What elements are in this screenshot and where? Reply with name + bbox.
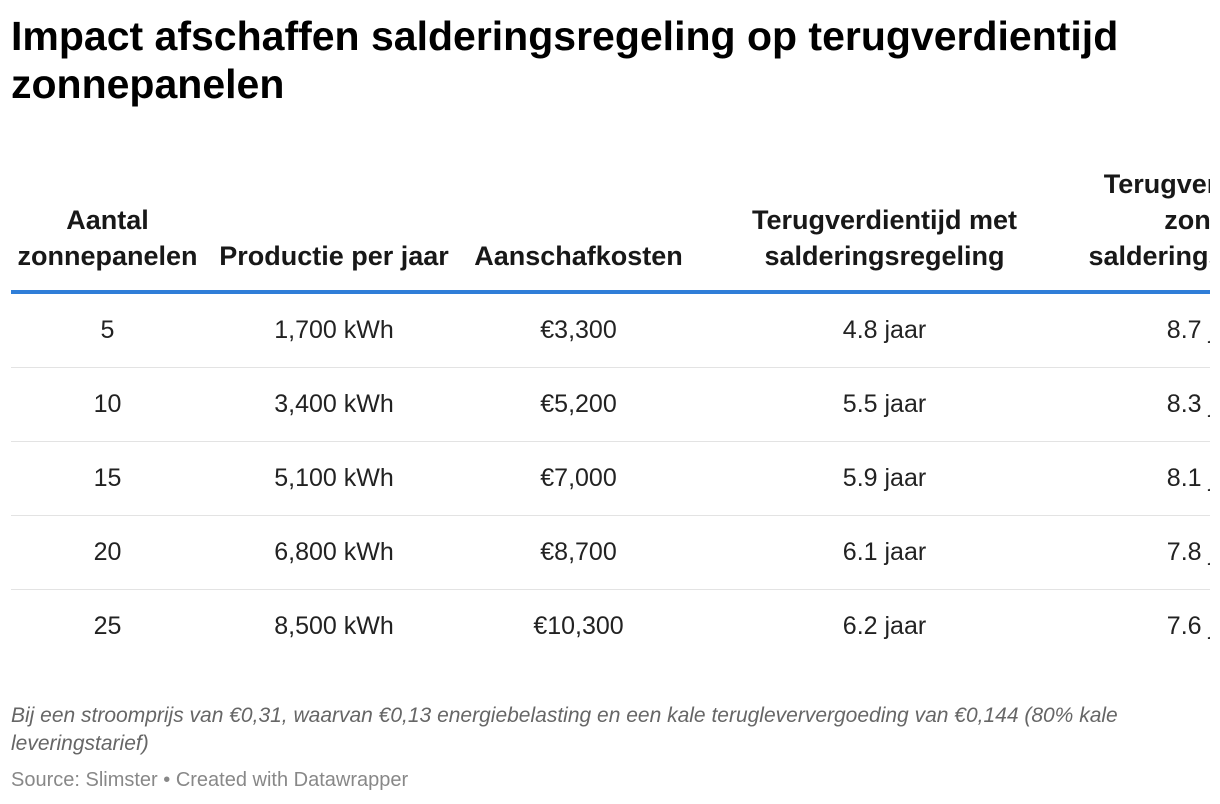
- table-cell: €10,300: [533, 612, 624, 640]
- column-header-met-saldering: Terugverdientijd met salderingsregeling: [693, 166, 1076, 294]
- table-cell: 8.1 jaar: [1076, 441, 1210, 516]
- data-table-container: Aantal zonnepanelen Productie per jaar A…: [11, 166, 1210, 666]
- table-row: 10 3,400 kWh €5,200 5.5 jaar 8.3 jaar: [11, 367, 1210, 442]
- table-header-row: Aantal zonnepanelen Productie per jaar A…: [11, 166, 1210, 294]
- table-cell: 8,500 kWh: [274, 612, 394, 640]
- table-cell: 25: [93, 612, 122, 640]
- table-row: 20 6,800 kWh €8,700 6.1 jaar 7.8 jaar: [11, 515, 1210, 590]
- column-header-productie: Productie per jaar: [204, 166, 464, 294]
- table-cell: 7.6 jaar: [1166, 612, 1210, 640]
- table-cell: 3,400 kWh: [204, 367, 464, 442]
- chart-source: Source: Slimster • Created with Datawrap…: [11, 769, 409, 791]
- table-cell: 8.7 jaar: [1076, 292, 1210, 368]
- table-cell: 6.1 jaar: [693, 515, 1076, 590]
- table-row: 15 5,100 kWh €7,000 5.9 jaar 8.1 jaar: [11, 441, 1210, 516]
- table-cell: €5,200: [464, 367, 693, 442]
- chart-note: Bij een stroomprijs van €0,31, waarvan €…: [11, 704, 1118, 755]
- column-header-aantal: Aantal zonnepanelen: [11, 166, 204, 294]
- table-cell: 7.8 jaar: [1076, 515, 1210, 590]
- table-cell: 6,800 kWh: [204, 515, 464, 590]
- table-cell: 10: [11, 367, 204, 442]
- table-cell: 1,700 kWh: [204, 292, 464, 368]
- table-cell: 5: [11, 292, 204, 368]
- table-cell: 15: [11, 441, 204, 516]
- table-cell: 8.3 jaar: [1076, 367, 1210, 442]
- table-cell: €8,700: [464, 515, 693, 590]
- table-cell: 4.8 jaar: [693, 292, 1076, 368]
- column-header-zonder-saldering: Terugverdientijd zonder salderingsregeli…: [1076, 166, 1210, 294]
- table-cell: 5,100 kWh: [204, 441, 464, 516]
- column-header-aanschafkosten: Aanschafkosten: [464, 166, 693, 294]
- chart-title: Impact afschaffen salderingsregeling op …: [11, 13, 1119, 107]
- table-cell: 20: [11, 515, 204, 590]
- table-cell: 5.5 jaar: [693, 367, 1076, 442]
- table-cell: 6.2 jaar: [842, 612, 927, 640]
- table-cell: €7,000: [464, 441, 693, 516]
- table-row: 5 1,700 kWh €3,300 4.8 jaar 8.7 jaar: [11, 292, 1210, 368]
- table-cell: €3,300: [464, 292, 693, 368]
- table-row: 25 8,500 kWh €10,300 6.2 jaar 7.6 jaar: [11, 590, 1210, 664]
- data-table: Aantal zonnepanelen Productie per jaar A…: [11, 166, 1210, 663]
- table-cell: 5.9 jaar: [693, 441, 1076, 516]
